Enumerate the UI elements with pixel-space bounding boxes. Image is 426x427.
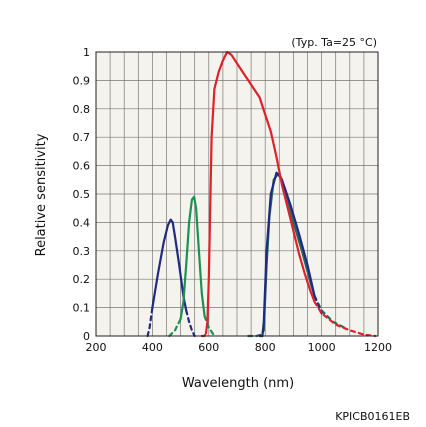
y-tick-label: 0.8: [73, 103, 91, 116]
y-tick-label: 0.5: [73, 188, 91, 201]
figure-code: KPICB0161EB: [335, 410, 410, 423]
x-tick-label: 600: [198, 341, 219, 354]
y-axis-title: Relative sensitivity: [34, 133, 49, 256]
gridlines: [96, 52, 378, 336]
x-tick-label: 1000: [308, 341, 336, 354]
plot-frame: [95, 51, 379, 337]
x-tick-label: 1200: [364, 341, 392, 354]
y-tick-labels: 0 0.1 0.2 0.3 0.4 0.5 0.6 0.7 0.8 0.9 1: [73, 46, 91, 343]
y-tick-label: 0.9: [73, 74, 91, 87]
temperature-annotation: (Typ. Ta=25 °C): [291, 36, 377, 49]
y-tick-label: 0: [83, 330, 90, 343]
x-tick-labels: 200 400 600 800 1000 1200: [86, 341, 393, 354]
y-tick-label: 0.4: [73, 216, 91, 229]
series-1-dashed-line: [146, 306, 154, 338]
series-5-dashed-line: [313, 300, 377, 338]
y-tick-label: 0.3: [73, 245, 91, 258]
x-tick-label: 200: [86, 341, 107, 354]
series-layer: [146, 50, 377, 338]
series-1-dashed-line: [185, 309, 196, 338]
y-tick-label: 1: [83, 46, 90, 59]
series-5-solid-line: [204, 50, 316, 335]
y-tick-label: 0.2: [73, 273, 91, 286]
x-axis-title: Wavelength (nm): [182, 376, 294, 391]
y-tick-label: 0.6: [73, 160, 91, 173]
y-tick-label: 0.7: [73, 131, 91, 144]
series-1-solid-line: [151, 218, 188, 312]
series-2-dashed-line: [168, 317, 182, 338]
series-2-solid-line: [179, 195, 206, 321]
series-2-dashed-line: [203, 315, 216, 338]
x-tick-label: 800: [255, 341, 276, 354]
x-tick-label: 400: [142, 341, 163, 354]
y-tick-label: 0.1: [73, 302, 91, 315]
